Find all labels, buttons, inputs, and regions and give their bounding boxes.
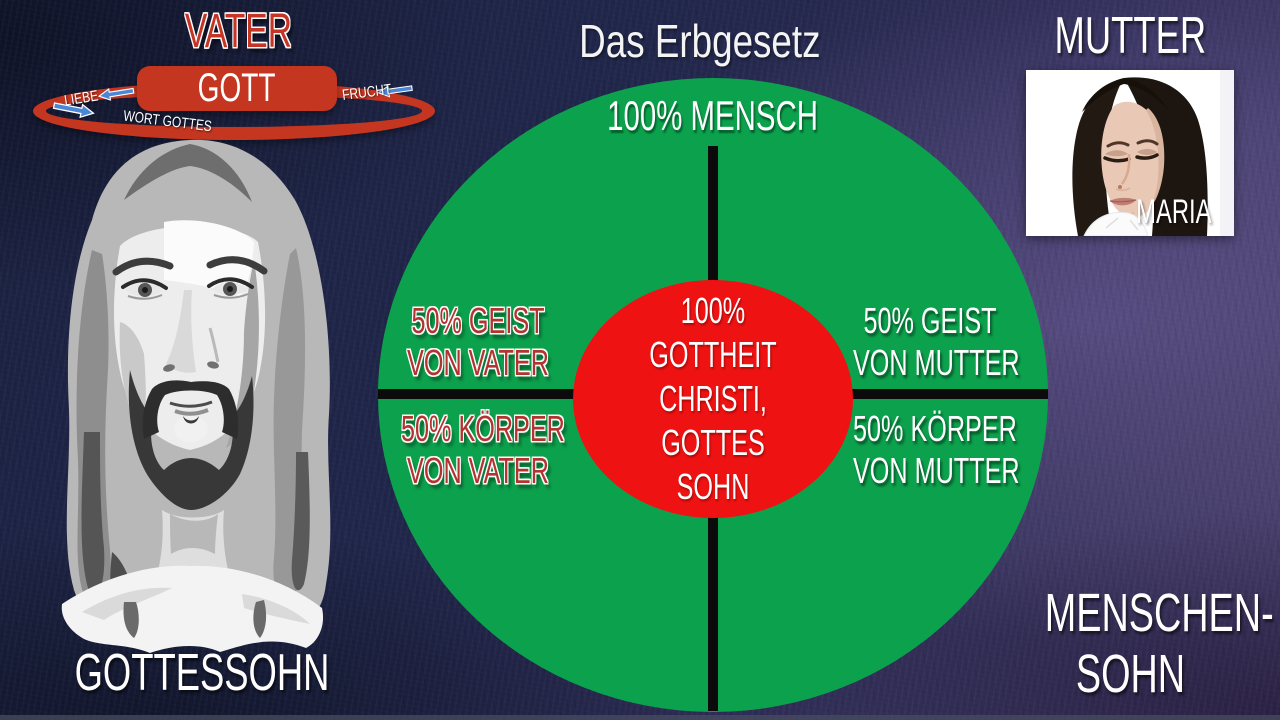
circle-top-label: 100% MENSCH bbox=[378, 92, 1048, 140]
quadrant-body-from-father-lines: 50% KÖRPER VON VATER bbox=[401, 408, 565, 492]
quadrant-line: 50% GEIST bbox=[411, 300, 545, 341]
godhead-line: GOTTES bbox=[661, 422, 765, 463]
father-heading: VATER bbox=[118, 4, 358, 59]
quadrant-line: 50% KÖRPER bbox=[853, 408, 1017, 449]
circle-top-label-text: 100% MENSCH bbox=[607, 92, 819, 139]
godhead-line: GOTTHEIT bbox=[649, 334, 777, 375]
maria-photo-label: MARIA bbox=[1120, 193, 1228, 232]
godhead-center-ellipse: 100% GOTTHEIT CHRISTI, GOTTES SOHN bbox=[573, 280, 853, 518]
quadrant-line: 50% KÖRPER bbox=[401, 408, 565, 449]
quadrant-body-from-mother-lines: 50% KÖRPER VON MUTTER bbox=[853, 408, 1020, 492]
bottom-edge bbox=[0, 715, 1280, 720]
mother-heading-text: MUTTER bbox=[1054, 7, 1206, 65]
mother-caption-line1: MENSCHEN- bbox=[1044, 583, 1274, 643]
quadrant-line: VON MUTTER bbox=[853, 342, 1020, 383]
father-caption: GOTTESSOHN bbox=[20, 643, 360, 703]
quadrant-line: VON VATER bbox=[407, 450, 549, 491]
gott-box: GOTT bbox=[137, 66, 337, 111]
page-title: Das Erbgesetz bbox=[470, 14, 930, 68]
quadrant-body-from-father: 50% KÖRPER VON VATER bbox=[368, 408, 588, 492]
quadrant-body-from-mother: 50% KÖRPER VON MUTTER bbox=[820, 408, 1040, 492]
arrow-left-icon bbox=[377, 85, 413, 98]
mother-heading: MUTTER bbox=[1005, 6, 1255, 66]
mother-caption: MENSCHEN- SOHN bbox=[1008, 583, 1274, 705]
quadrant-spirit-from-mother: 50% GEIST VON MUTTER bbox=[820, 300, 1040, 384]
godhead-line: CHRISTI, bbox=[659, 378, 767, 419]
mother-caption-lines: MENSCHEN- SOHN bbox=[1044, 583, 1274, 705]
quadrant-line: VON MUTTER bbox=[853, 450, 1020, 491]
quadrant-spirit-from-mother-lines: 50% GEIST VON MUTTER bbox=[853, 300, 1020, 384]
godhead-line: SOHN bbox=[676, 466, 750, 507]
maria-photo: MARIA bbox=[1026, 70, 1234, 237]
arrow-right-icon bbox=[52, 102, 95, 119]
mother-caption-line2: SOHN bbox=[1075, 644, 1186, 704]
jesus-portrait bbox=[61, 139, 331, 653]
page-title-text: Das Erbgesetz bbox=[579, 15, 821, 67]
father-heading-text: VATER bbox=[184, 5, 292, 58]
quadrant-line: 50% GEIST bbox=[863, 300, 997, 341]
gott-box-label: GOTT bbox=[198, 66, 276, 110]
father-caption-text: GOTTESSOHN bbox=[74, 644, 330, 702]
maria-portrait bbox=[1026, 70, 1234, 237]
arrow-left-icon bbox=[97, 87, 135, 101]
quadrant-line: VON VATER bbox=[407, 342, 549, 383]
godhead-line: 100% bbox=[680, 290, 746, 331]
quadrant-spirit-from-father: 50% GEIST VON VATER bbox=[368, 300, 588, 384]
maria-photo-label-text: MARIA bbox=[1136, 193, 1212, 231]
godhead-center-lines: 100% GOTTHEIT CHRISTI, GOTTES SOHN bbox=[649, 289, 776, 509]
quadrant-spirit-from-father-lines: 50% GEIST VON VATER bbox=[401, 300, 555, 384]
